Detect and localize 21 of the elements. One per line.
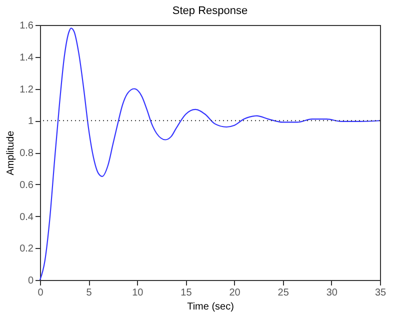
y-tick-label: 1 bbox=[28, 116, 34, 128]
x-tick-label: 0 bbox=[38, 288, 44, 298]
y-tick-label: 1.4 bbox=[20, 52, 34, 64]
x-tick-label: 10 bbox=[132, 288, 144, 298]
x-axis-title: Time (sec) bbox=[187, 302, 234, 312]
y-tick-label: 0 bbox=[28, 276, 34, 286]
x-tick-label: 5 bbox=[86, 288, 92, 298]
x-tick-label: 35 bbox=[374, 288, 386, 298]
chart-title: Step Response bbox=[172, 5, 248, 17]
line-series bbox=[39, 28, 381, 281]
y-tick-label: 0.4 bbox=[20, 212, 34, 223]
y-tick-label: 0.6 bbox=[20, 180, 34, 191]
x-tick-label: 30 bbox=[326, 288, 338, 298]
x-tick-label: 15 bbox=[180, 288, 192, 298]
y-axis-title: Amplitude bbox=[6, 130, 17, 176]
y-tick-label: 0.2 bbox=[20, 244, 34, 255]
y-tick-label: 0.8 bbox=[20, 148, 34, 159]
y-tick-label: 1.2 bbox=[20, 84, 34, 96]
x-tick-label: 25 bbox=[278, 288, 290, 298]
y-tick-label: 1.6 bbox=[20, 20, 34, 32]
x-tick-label: 20 bbox=[229, 288, 241, 298]
